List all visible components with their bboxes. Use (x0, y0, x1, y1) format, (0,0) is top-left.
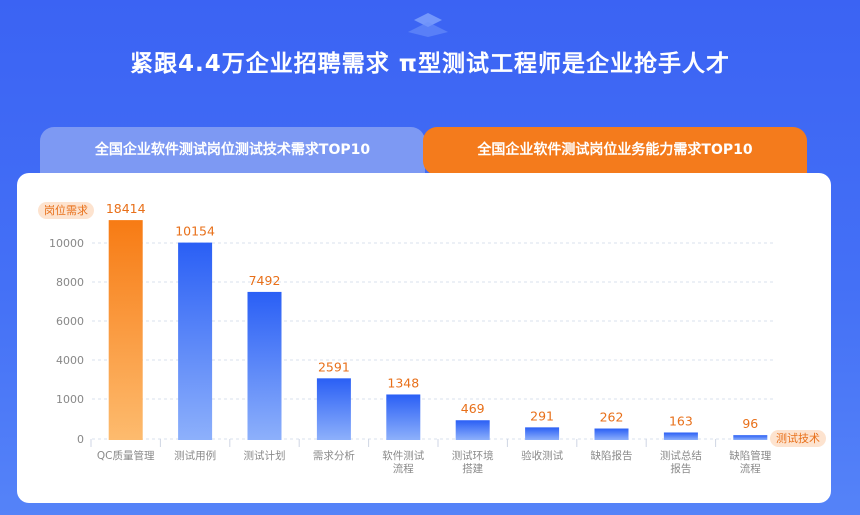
data-label: 96 (742, 416, 758, 431)
y-tick-label: 1000 (56, 393, 84, 406)
bar (178, 242, 213, 440)
data-label: 469 (461, 401, 485, 416)
bar (663, 432, 698, 440)
data-label: 1348 (387, 375, 419, 390)
bar (386, 394, 421, 440)
data-label: 2591 (318, 359, 350, 374)
data-label: 163 (669, 413, 693, 428)
x-tick-label: 流程 (393, 462, 414, 475)
logo-mark-icon (408, 13, 448, 37)
x-tick-label: 验收测试 (521, 449, 563, 462)
y-tick-label: 0 (77, 433, 84, 446)
x-tick-label: 需求分析 (313, 449, 355, 462)
tab-business-requirements[interactable]: 全国企业软件测试岗位业务能力需求TOP10 (423, 127, 807, 175)
bar (594, 428, 629, 440)
x-tick-label: 测试环境 (452, 449, 494, 462)
x-tick-label: 缺陷报告 (591, 449, 633, 462)
y-axis-label: 岗位需求 (38, 202, 94, 219)
data-label: 18414 (106, 201, 146, 216)
chart-panel (17, 173, 831, 503)
bar (247, 291, 282, 440)
bar (455, 420, 490, 440)
x-tick-label: 软件测试 (382, 449, 424, 462)
bar (316, 378, 351, 440)
data-label: 7492 (249, 273, 281, 288)
bar (108, 220, 143, 440)
x-tick-label: 测试计划 (244, 449, 286, 462)
bar (525, 427, 560, 440)
y-tick-label: 4000 (56, 354, 84, 367)
data-label: 262 (600, 410, 624, 425)
x-tick-label: 测试总结 (660, 449, 702, 462)
x-tick-label: 报告 (670, 462, 691, 475)
x-tick-label: 流程 (740, 462, 761, 475)
page-title: 紧跟4.4万企业招聘需求 π型测试工程师是企业抢手人才 (130, 51, 730, 77)
y-tick-label: 8000 (56, 276, 84, 289)
x-tick-label: 搭建 (462, 462, 483, 475)
y-tick-label: 10000 (49, 237, 84, 250)
tab-tech-requirements[interactable]: 全国企业软件测试岗位测试技术需求TOP10 (40, 127, 425, 175)
x-tick-label: 测试用例 (174, 449, 216, 462)
data-label: 10154 (175, 224, 215, 239)
data-label: 291 (530, 408, 554, 423)
y-tick-label: 6000 (56, 315, 84, 328)
bar (733, 435, 768, 440)
x-tick-label: 缺陷管理 (729, 449, 771, 462)
x-axis-label: 测试技术 (770, 430, 826, 447)
x-tick-label: QC质量管理 (97, 449, 155, 462)
